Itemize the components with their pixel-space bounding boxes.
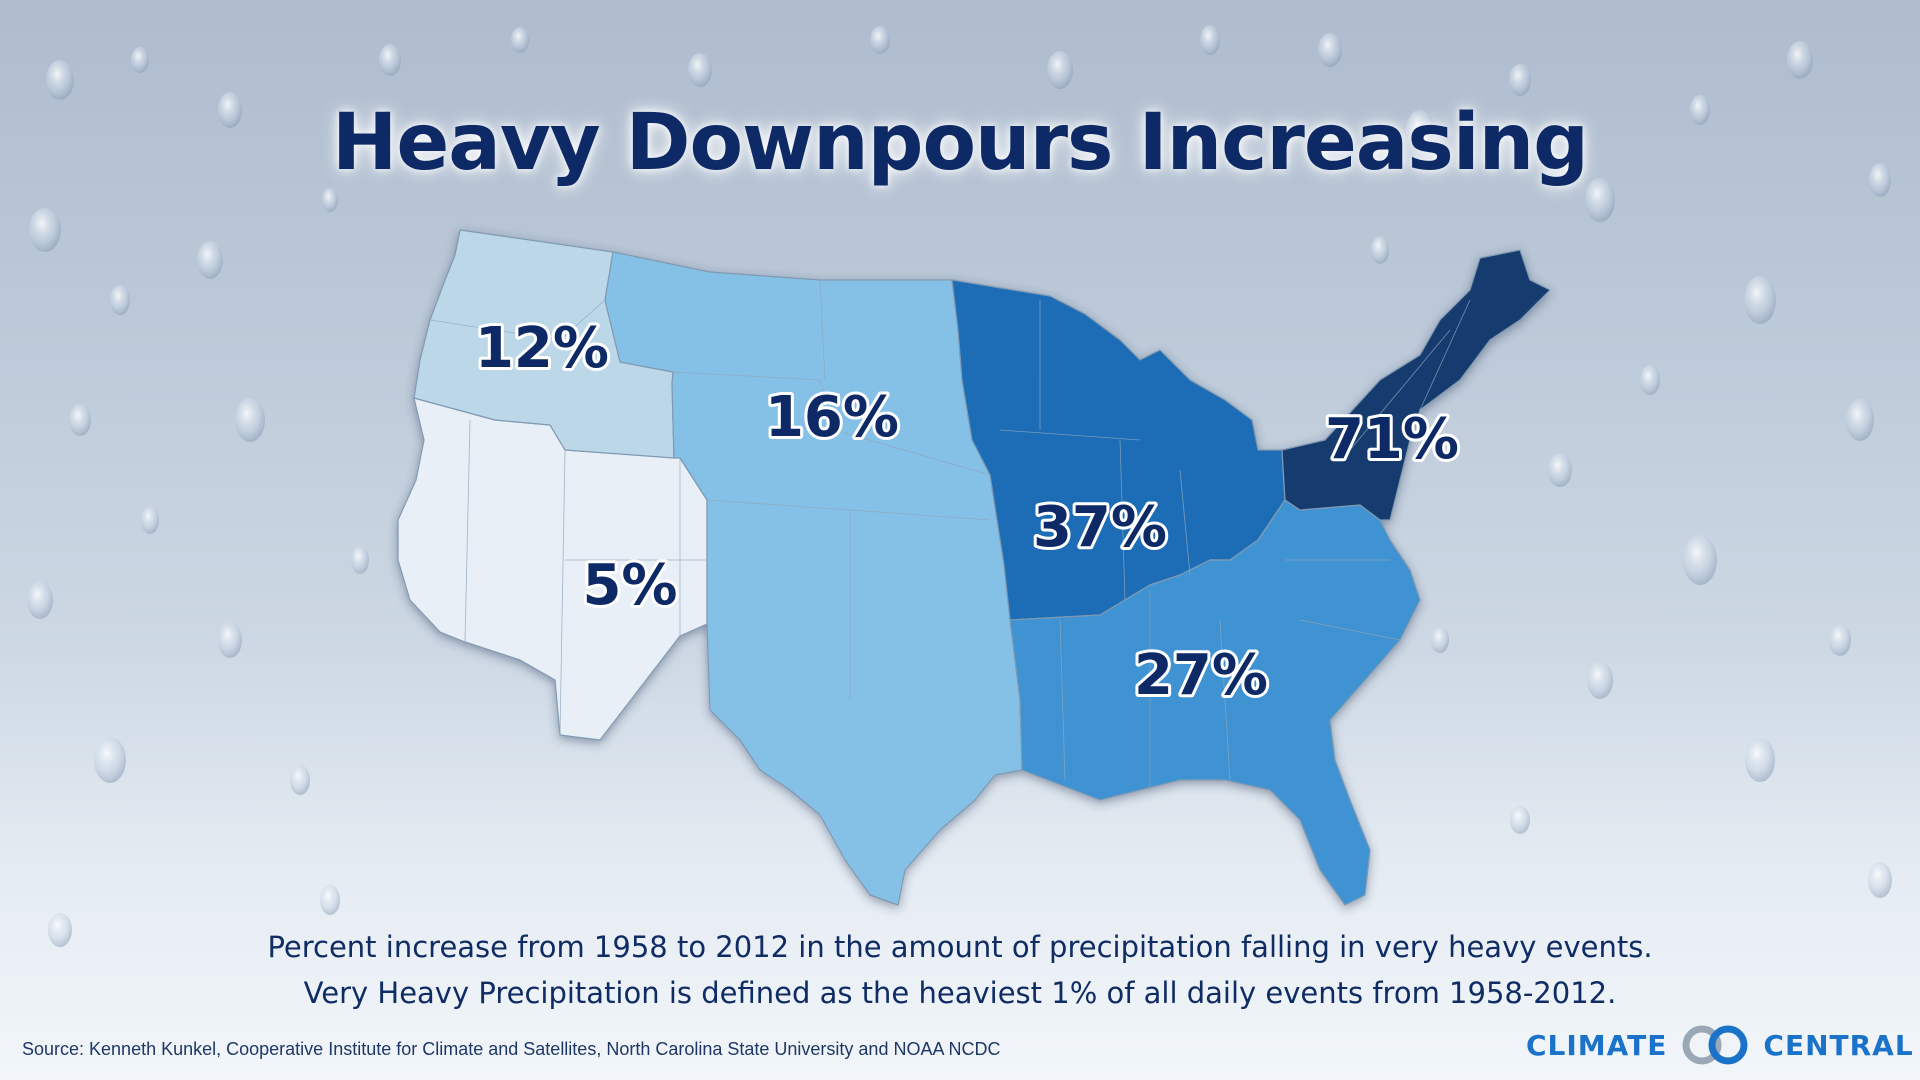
subtitle-line-1: Percent increase from 1958 to 2012 in th… [267,930,1653,964]
subtitle-line-2: Very Heavy Precipitation is defined as t… [303,976,1617,1010]
logo-text-right: CENTRAL [1763,1028,1914,1062]
label-great-plains: 16% [765,385,899,450]
label-northwest: 12% [475,316,609,381]
region-southeast [1009,499,1421,906]
us-regions-map [397,229,1551,906]
raindrops-decoration [27,25,1892,947]
climate-central-logo: CLIMATE CENTRAL [1526,1025,1914,1065]
label-northeast: 71% [1325,407,1459,472]
page-title: Heavy Downpours Increasing [332,98,1589,188]
linked-rings-icon [1682,1025,1748,1065]
label-southeast: 27% [1134,643,1268,708]
label-midwest: 37% [1033,495,1167,560]
region-northeast [1281,249,1551,521]
logo-text-left: CLIMATE [1526,1028,1668,1062]
region-labels: 12% 16% 5% 37% 27% 71% [472,313,1462,711]
label-southwest: 5% [582,553,677,618]
state-borders-decoration [429,279,1471,790]
source-note: Source: Kenneth Kunkel, Cooperative Inst… [22,1039,1001,1059]
